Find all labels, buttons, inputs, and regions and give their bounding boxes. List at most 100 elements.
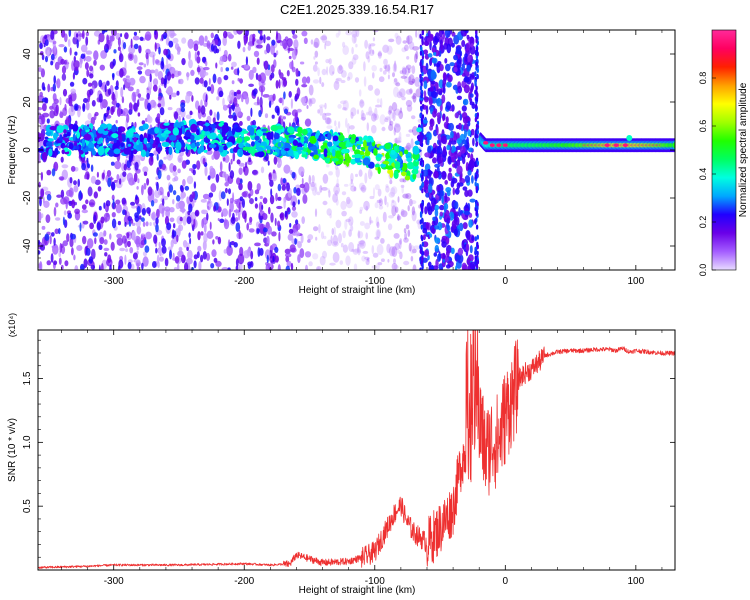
spectrogram-cell: [59, 110, 63, 117]
spectrogram-cell: [358, 240, 365, 245]
spectrogram-cell: [282, 38, 288, 50]
spectrogram-cell: [442, 252, 446, 260]
spectrogram-cell: [287, 233, 294, 241]
spectrogram-cell: [91, 248, 96, 260]
spectrogram-cell: [446, 144, 451, 151]
spectrogram-cell: [137, 178, 140, 184]
spectrogram-cell: [242, 210, 247, 220]
spectrogram-cell: [108, 149, 115, 157]
spectrogram-cell: [374, 236, 380, 240]
spectrogram-cell: [120, 87, 124, 98]
spectrogram-cell: [377, 262, 383, 266]
spectrogram-cell: [236, 159, 241, 165]
spectrogram-cell: [442, 113, 446, 122]
spectrogram-cell: [64, 103, 67, 111]
spectrogram-cell: [326, 208, 332, 216]
spectrogram-cell: [84, 126, 90, 130]
spectrogram-cell: [72, 124, 79, 132]
spectrogram-cell: [169, 94, 172, 100]
spectrogram-cell: [373, 113, 379, 121]
spectrogram-cell: [316, 191, 321, 196]
spectrogram-cell: [408, 76, 412, 82]
spectrogram-cell: [87, 186, 93, 197]
spectrogram-cell: [46, 118, 50, 124]
spectrogram-cell: [401, 67, 407, 77]
spectrogram-cell: [438, 157, 444, 164]
spectrogram-cell: [49, 235, 52, 245]
spectrogram-cell: [103, 247, 110, 252]
spectrogram-cell: [469, 93, 474, 98]
spectrogram-cell: [391, 262, 398, 270]
spectrogram-cell: [90, 164, 94, 172]
spectrogram-cell: [425, 105, 429, 115]
spectrogram-cell: [462, 186, 468, 191]
spectrogram-cell: [424, 152, 431, 158]
spectrogram-cell: [382, 160, 390, 165]
spectrogram-cell: [437, 190, 441, 196]
spectrogram-cell: [476, 129, 479, 135]
spectrogram-cell: [424, 206, 428, 215]
spectrogram-cell: [415, 88, 422, 98]
spectrogram-cell: [143, 171, 148, 177]
spectrogram-cell: [219, 218, 225, 223]
spectrogram-cell: [301, 216, 306, 225]
spectrogram-cell: [192, 169, 196, 176]
spectrogram-cell: [72, 72, 75, 80]
spectrogram-cell: [269, 194, 275, 205]
spectrogram-cell: [431, 57, 438, 64]
spectrogram-cell: [476, 160, 479, 166]
colorbar-tick-label: 0.0: [698, 264, 708, 277]
spectrogram-cell: [321, 187, 328, 191]
spectrogram-cell: [60, 189, 65, 199]
spectrogram-cell: [353, 186, 357, 192]
spectrogram-cell: [120, 33, 123, 38]
spectrogram-cell: [197, 147, 202, 154]
spectrogram-cell: [313, 226, 319, 232]
spectrogram-cell: [106, 34, 109, 43]
spectrogram-cell: [116, 174, 120, 181]
spectrogram-cell: [107, 254, 112, 263]
spectrogram-cell: [94, 237, 97, 245]
spectrogram-cell: [343, 183, 349, 187]
spectrogram-cell: [457, 247, 464, 256]
spectrogram-cell: [398, 88, 406, 98]
spectrogram-cell: [322, 112, 327, 121]
spectrogram-cell: [286, 70, 290, 77]
spectrogram-cell: [470, 85, 474, 93]
spectrogram-cell: [93, 59, 97, 66]
spectrogram-cell: [222, 145, 228, 151]
spectrogram-cell: [369, 216, 372, 226]
spectrogram-cell: [63, 196, 70, 205]
spectrogram-cell: [391, 246, 398, 258]
spectrogram-cell: [41, 213, 44, 219]
spectrogram-cell: [357, 162, 362, 166]
spectrogram-cell: [358, 169, 363, 177]
spectrogram-cell: [374, 202, 379, 209]
spectrogram-cell: [80, 53, 86, 59]
spectrogram-cell: [166, 174, 171, 181]
spectrogram-cell: [160, 77, 165, 85]
spectrogram-cell: [136, 205, 141, 215]
spectrogram-cell: [161, 97, 165, 107]
spectrogram-cell: [93, 191, 99, 199]
spectrogram-cell: [148, 156, 154, 166]
spectrogram-cell: [38, 152, 41, 163]
spectrogram-cell: [104, 84, 107, 93]
spectrogram-cell: [230, 158, 233, 165]
spectrogram-cell: [373, 148, 378, 156]
spectrogram-cell: [127, 143, 132, 147]
spectrogram-cell: [111, 30, 115, 36]
spectrogram-cell: [228, 114, 234, 119]
spectrogram-cell: [464, 175, 471, 184]
spectrogram-cell: [398, 110, 404, 120]
spectrogram-cell: [125, 248, 129, 253]
spectrogram-cell: [245, 142, 250, 148]
spectrogram-cell: [62, 240, 68, 247]
spectrogram-cell: [181, 37, 187, 44]
spectrogram-cell: [217, 218, 220, 221]
spectrogram-cell: [73, 180, 77, 186]
spectrogram-cell: [223, 249, 227, 254]
spectrogram-cell: [214, 38, 219, 46]
spectrogram-cell: [107, 177, 112, 188]
spectrogram-cell: [197, 50, 200, 56]
